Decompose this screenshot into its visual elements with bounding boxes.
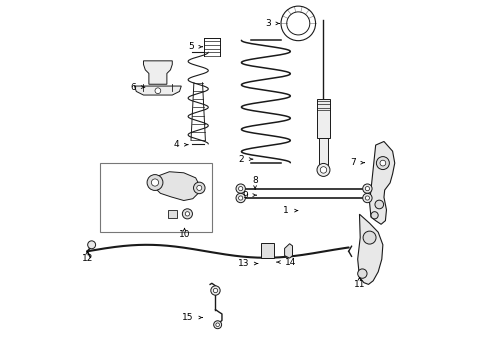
Bar [319, 138, 328, 166]
Circle shape [155, 88, 161, 94]
Polygon shape [134, 86, 181, 95]
Circle shape [376, 157, 390, 170]
Circle shape [182, 209, 193, 219]
Circle shape [147, 175, 163, 190]
Text: 10: 10 [179, 230, 190, 239]
Polygon shape [261, 243, 274, 258]
Circle shape [363, 231, 376, 244]
Circle shape [365, 186, 369, 191]
Polygon shape [369, 141, 395, 224]
Text: 1: 1 [283, 206, 289, 215]
Text: 6: 6 [130, 83, 136, 91]
Circle shape [236, 184, 245, 193]
Text: 11: 11 [354, 280, 365, 289]
Circle shape [88, 241, 96, 249]
Circle shape [317, 163, 330, 176]
Text: 13: 13 [238, 259, 249, 268]
Circle shape [239, 196, 243, 200]
Circle shape [213, 288, 218, 293]
Polygon shape [144, 61, 172, 84]
Circle shape [236, 193, 245, 203]
Circle shape [239, 186, 243, 191]
Text: 14: 14 [285, 258, 297, 266]
Circle shape [151, 179, 159, 186]
Text: 9: 9 [242, 191, 248, 199]
Circle shape [358, 269, 367, 278]
Text: 2: 2 [239, 154, 245, 163]
Circle shape [197, 185, 202, 190]
Text: 4: 4 [174, 140, 179, 149]
Text: 15: 15 [182, 313, 194, 322]
Polygon shape [151, 172, 199, 201]
Circle shape [365, 196, 369, 200]
Circle shape [375, 200, 384, 209]
Text: 3: 3 [265, 19, 271, 28]
Bar [100, 163, 212, 232]
Circle shape [214, 321, 221, 329]
Circle shape [211, 286, 220, 295]
Circle shape [363, 184, 372, 193]
Circle shape [371, 212, 378, 219]
Circle shape [216, 323, 220, 327]
Polygon shape [168, 210, 176, 218]
Polygon shape [285, 244, 293, 258]
Circle shape [380, 160, 386, 166]
Text: 7: 7 [350, 158, 356, 167]
Polygon shape [358, 214, 383, 284]
Bar [317, 99, 330, 138]
Circle shape [320, 167, 327, 173]
Text: 8: 8 [252, 176, 258, 185]
Text: 5: 5 [188, 42, 194, 51]
Circle shape [194, 182, 205, 194]
Circle shape [363, 193, 372, 203]
Text: 12: 12 [82, 254, 93, 263]
Circle shape [185, 212, 190, 216]
